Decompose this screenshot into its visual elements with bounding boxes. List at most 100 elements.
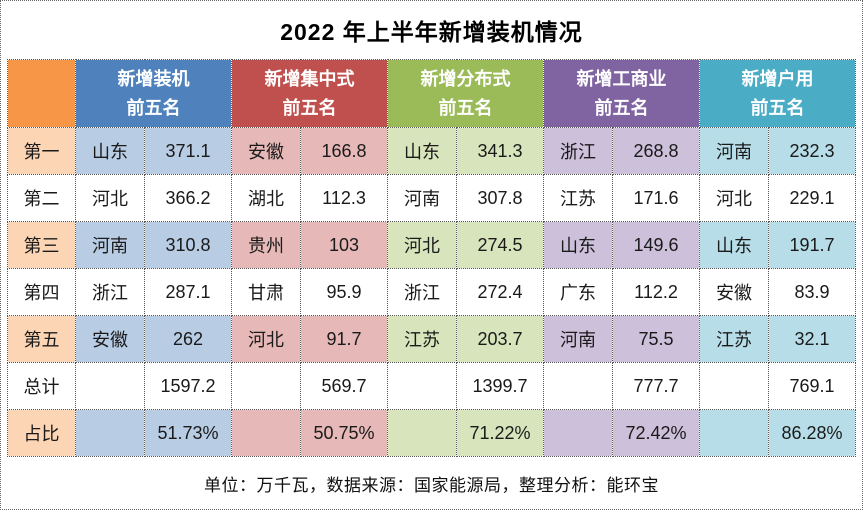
group-header-line1: 新增分布式 xyxy=(420,68,511,89)
value-cell: 232.3 xyxy=(768,127,856,175)
value-cell: 112.2 xyxy=(612,268,700,316)
province-cell-empty xyxy=(699,409,769,457)
group-header-centralized: 新增集中式 前五名 xyxy=(231,59,388,128)
group-header-line2: 前五名 xyxy=(594,97,649,118)
province-cell-empty xyxy=(75,409,145,457)
province-cell: 山东 xyxy=(543,221,613,269)
total-value-cell: 1399.7 xyxy=(456,362,544,410)
province-cell-empty xyxy=(699,362,769,410)
value-cell: 83.9 xyxy=(768,268,856,316)
province-cell-empty xyxy=(231,362,301,410)
value-cell: 171.6 xyxy=(612,174,700,222)
value-cell: 272.4 xyxy=(456,268,544,316)
province-cell: 河南 xyxy=(387,174,457,222)
province-cell: 安徽 xyxy=(231,127,301,175)
province-cell-empty xyxy=(543,362,613,410)
province-cell: 山东 xyxy=(699,221,769,269)
value-cell: 287.1 xyxy=(144,268,232,316)
value-cell: 268.8 xyxy=(612,127,700,175)
value-cell: 112.3 xyxy=(300,174,388,222)
group-header-distributed: 新增分布式 前五名 xyxy=(387,59,544,128)
province-cell-empty xyxy=(387,362,457,410)
province-cell-empty xyxy=(231,409,301,457)
share-value-cell: 86.28% xyxy=(768,409,856,457)
rank-cell: 第一 xyxy=(7,127,76,175)
table-row-rank5: 第五 安徽 262 河北 91.7 江苏 203.7 河南 75.5 江苏 32… xyxy=(7,315,856,363)
rank-cell: 第二 xyxy=(7,174,76,222)
group-header-line1: 新增户用 xyxy=(741,68,814,89)
rank-cell: 第三 xyxy=(7,221,76,269)
table-row-rank1: 第一 山东 371.1 安徽 166.8 山东 341.3 浙江 268.8 河… xyxy=(7,127,856,175)
province-cell-empty xyxy=(543,409,613,457)
group-header-line2: 前五名 xyxy=(438,97,493,118)
table-row-rank3: 第三 河南 310.8 贵州 103 河北 274.5 山东 149.6 山东 … xyxy=(7,221,856,269)
group-header-residential: 新增户用 前五名 xyxy=(699,59,856,128)
province-cell-empty xyxy=(75,362,145,410)
table-row-share: 占比 51.73% 50.75% 71.22% 72.42% 86.28% xyxy=(7,409,856,457)
group-header-line2: 前五名 xyxy=(126,97,181,118)
value-cell: 91.7 xyxy=(300,315,388,363)
value-cell: 203.7 xyxy=(456,315,544,363)
rank-cell: 总计 xyxy=(7,362,76,410)
group-header-commercial: 新增工商业 前五名 xyxy=(543,59,700,128)
header-row: 新增装机 前五名 新增集中式 前五名 新增分布式 前五名 新增工商业 前五名 新… xyxy=(7,59,856,128)
total-value-cell: 777.7 xyxy=(612,362,700,410)
province-cell: 浙江 xyxy=(543,127,613,175)
table-row-rank2: 第二 河北 366.2 湖北 112.3 河南 307.8 江苏 171.6 河… xyxy=(7,174,856,222)
value-cell: 191.7 xyxy=(768,221,856,269)
province-cell: 河北 xyxy=(699,174,769,222)
province-cell: 江苏 xyxy=(699,315,769,363)
province-cell: 河南 xyxy=(699,127,769,175)
corner-cell xyxy=(7,59,76,128)
value-cell: 149.6 xyxy=(612,221,700,269)
total-value-cell: 769.1 xyxy=(768,362,856,410)
value-cell: 229.1 xyxy=(768,174,856,222)
province-cell: 河北 xyxy=(231,315,301,363)
province-cell: 江苏 xyxy=(543,174,613,222)
value-cell: 341.3 xyxy=(456,127,544,175)
province-cell: 湖北 xyxy=(231,174,301,222)
province-cell: 山东 xyxy=(387,127,457,175)
province-cell: 安徽 xyxy=(699,268,769,316)
rank-cell: 第五 xyxy=(7,315,76,363)
rank-cell: 占比 xyxy=(7,409,76,457)
group-header-line2: 前五名 xyxy=(282,97,337,118)
province-cell: 河南 xyxy=(543,315,613,363)
value-cell: 371.1 xyxy=(144,127,232,175)
group-header-line1: 新增装机 xyxy=(117,68,190,89)
total-value-cell: 1597.2 xyxy=(144,362,232,410)
share-value-cell: 72.42% xyxy=(612,409,700,457)
table-row-rank4: 第四 浙江 287.1 甘肃 95.9 浙江 272.4 广东 112.2 安徽… xyxy=(7,268,856,316)
province-cell: 江苏 xyxy=(387,315,457,363)
province-cell: 河北 xyxy=(387,221,457,269)
value-cell: 166.8 xyxy=(300,127,388,175)
province-cell: 山东 xyxy=(75,127,145,175)
share-value-cell: 71.22% xyxy=(456,409,544,457)
group-header-line2: 前五名 xyxy=(750,97,805,118)
value-cell: 307.8 xyxy=(456,174,544,222)
group-header-line1: 新增集中式 xyxy=(264,68,355,89)
province-cell-empty xyxy=(387,409,457,457)
province-cell: 安徽 xyxy=(75,315,145,363)
province-cell: 河北 xyxy=(75,174,145,222)
value-cell: 262 xyxy=(144,315,232,363)
rank-cell: 第四 xyxy=(7,268,76,316)
page-title: 2022 年上半年新增装机情况 xyxy=(280,19,583,45)
share-value-cell: 50.75% xyxy=(300,409,388,457)
total-value-cell: 569.7 xyxy=(300,362,388,410)
province-cell: 浙江 xyxy=(387,268,457,316)
table-row-total: 总计 1597.2 569.7 1399.7 777.7 769.1 xyxy=(7,362,856,410)
province-cell: 浙江 xyxy=(75,268,145,316)
group-header-total: 新增装机 前五名 xyxy=(75,59,232,128)
value-cell: 32.1 xyxy=(768,315,856,363)
value-cell: 274.5 xyxy=(456,221,544,269)
province-cell: 河南 xyxy=(75,221,145,269)
value-cell: 310.8 xyxy=(144,221,232,269)
installation-ranking-table: 新增装机 前五名 新增集中式 前五名 新增分布式 前五名 新增工商业 前五名 新… xyxy=(7,59,856,457)
share-value-cell: 51.73% xyxy=(144,409,232,457)
value-cell: 103 xyxy=(300,221,388,269)
value-cell: 366.2 xyxy=(144,174,232,222)
province-cell: 甘肃 xyxy=(231,268,301,316)
group-header-line1: 新增工商业 xyxy=(576,68,667,89)
